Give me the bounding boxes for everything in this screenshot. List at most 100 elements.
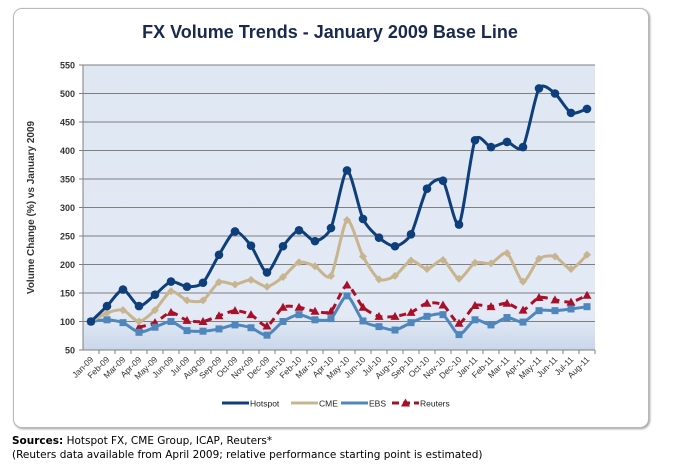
data-point-hotspot [150,290,160,300]
y-tick-label: 50 [65,346,75,356]
data-point-ebs [439,311,447,319]
data-point-reuters [438,300,448,309]
legend-item-cme: CME [291,399,338,409]
data-point-hotspot [358,214,368,224]
legend: Hotspot CME EBS Reuters [222,398,450,409]
y-tick-label: 150 [60,289,75,299]
data-point-hotspot [262,268,272,277]
data-point-cme [503,249,511,258]
y-tick-label: 400 [60,146,75,156]
data-point-reuters [310,306,320,315]
data-point-ebs [247,324,255,332]
data-point-reuters [214,311,224,320]
chart-title: FX Volume Trends - January 2009 Base Lin… [142,22,518,42]
data-point-reuters [326,306,336,315]
data-point-hotspot [550,89,560,98]
sources-label: Sources: [12,435,64,447]
data-point-reuters [406,307,416,316]
y-axis-label: Volume Change (%) vs January 2009 [26,120,37,294]
data-point-ebs [407,319,415,327]
y-tick-label: 100 [60,317,75,327]
data-point-cme [551,252,559,261]
data-point-reuters [230,306,240,315]
data-point-cme [167,287,175,296]
legend-item-hotspot: Hotspot [222,399,280,409]
data-point-ebs [535,307,543,315]
data-point-cme [535,254,543,263]
data-point-ebs [375,323,383,331]
data-point-reuters [294,302,304,311]
legend-item-reuters: Reuters [392,398,450,409]
y-tick-label: 450 [60,118,75,128]
data-point-hotspot [102,301,112,311]
data-point-hotspot [470,135,480,145]
data-point-reuters [166,307,176,316]
data-point-cme [151,306,159,315]
data-point-ebs [167,318,175,325]
data-point-hotspot [246,241,256,250]
data-point-ebs [135,328,143,336]
data-point-reuters [502,298,512,307]
data-point-ebs [391,326,399,334]
data-point-reuters [534,293,544,302]
data-point-hotspot [214,250,224,260]
data-point-cme [247,275,255,284]
data-point-reuters [566,297,576,306]
legend-label: EBS [369,399,386,409]
data-point-hotspot [182,282,192,292]
y-tick-label: 200 [60,260,75,270]
data-point-cme [343,216,351,225]
data-point-hotspot [406,229,416,239]
data-point-reuters [262,321,272,330]
data-point-reuters [342,280,352,289]
series-reuters [134,280,592,331]
data-point-cme [455,274,463,283]
data-point-hotspot [198,278,208,288]
data-point-hotspot [230,227,240,236]
data-point-cme [119,306,127,315]
data-point-hotspot [582,104,592,114]
data-point-cme [519,277,527,286]
data-point-reuters [198,317,208,325]
data-point-reuters [390,311,400,320]
data-point-ebs [343,292,351,300]
data-point-hotspot [374,233,384,243]
data-point-cme [423,265,431,274]
data-point-reuters [246,310,256,319]
data-point-cme [231,280,239,289]
data-point-hotspot [326,223,336,233]
data-point-hotspot [278,241,288,251]
legend-label: Hotspot [250,399,280,409]
y-tick-label: 350 [60,175,75,185]
data-point-ebs [151,323,159,331]
data-point-cme [279,273,287,282]
data-point-reuters [582,290,592,299]
sources-line: Sources: Hotspot FX, CME Group, ICAP, Re… [12,434,483,448]
legend-item-ebs: EBS [341,399,386,409]
legend-marker [401,398,410,407]
data-point-ebs [327,315,335,323]
data-point-ebs [567,305,575,313]
data-point-ebs [583,303,591,311]
y-tick-label: 550 [60,61,75,71]
reuters-note: (Reuters data available from April 2009;… [12,449,483,461]
data-point-ebs [311,316,319,324]
series-cme [87,216,591,326]
data-point-cme [567,265,575,274]
data-point-reuters [454,318,464,327]
data-point-hotspot [86,317,96,326]
data-point-cme [471,258,479,267]
data-point-ebs [423,312,431,320]
data-point-ebs [471,316,479,324]
data-point-cme [135,317,143,326]
data-point-hotspot [438,176,448,186]
series-hotspot [86,84,592,326]
y-tick-label: 250 [60,232,75,242]
data-point-ebs [359,317,367,325]
data-point-hotspot [566,108,576,118]
data-point-ebs [487,321,495,329]
data-point-cme [263,282,271,291]
data-point-ebs [551,307,559,315]
data-point-reuters [278,302,288,311]
data-point-ebs [519,318,527,326]
